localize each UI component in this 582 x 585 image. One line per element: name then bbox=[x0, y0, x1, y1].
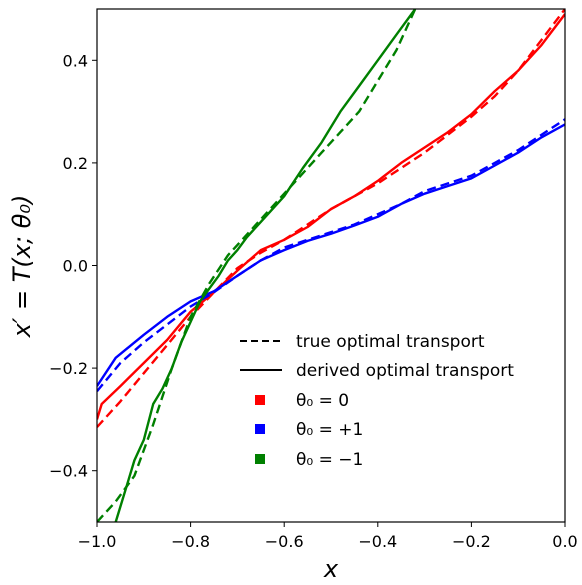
series-line-theta-plus-1-dashed bbox=[97, 118, 565, 392]
x-tick-label: −0.8 bbox=[171, 532, 210, 551]
legend-marker-theta-0 bbox=[255, 395, 265, 405]
x-axis: −1.0 −0.8 −0.6 −0.4 −0.2 0.0 bbox=[78, 522, 578, 551]
legend-label-derived-optimal-transport: derived optimal transport bbox=[296, 361, 514, 381]
y-axis-label: x′ = T(x; θ₀) bbox=[8, 195, 36, 339]
y-tick-label: 0.2 bbox=[63, 154, 88, 173]
x-axis-label: x bbox=[323, 555, 339, 583]
plot-frame bbox=[96, 8, 566, 523]
x-tick-label: −0.4 bbox=[358, 532, 397, 551]
legend-label-true-optimal-transport: true optimal transport bbox=[296, 332, 485, 352]
x-tick-label: −0.6 bbox=[265, 532, 304, 551]
x-tick-label: 0.0 bbox=[552, 532, 577, 551]
legend-label-theta-minus-1: θ₀ = −1 bbox=[296, 450, 363, 470]
y-tick-label: −0.2 bbox=[49, 359, 88, 378]
x-tick-label: −0.2 bbox=[452, 532, 491, 551]
legend-marker-theta-minus-1 bbox=[255, 454, 265, 464]
legend-marker-theta-plus-1 bbox=[255, 424, 265, 434]
x-tick-label: −1.0 bbox=[78, 532, 117, 551]
legend-label-theta-plus-1: θ₀ = +1 bbox=[296, 420, 363, 440]
series-line-theta-0-solid bbox=[97, 13, 565, 420]
series-line-theta-plus-1-solid bbox=[97, 123, 565, 387]
y-tick-label: −0.4 bbox=[49, 462, 88, 481]
series-line-theta-minus-1-dashed bbox=[97, 9, 417, 522]
series-line-theta-minus-1-solid bbox=[114, 9, 417, 522]
y-tick-label: 0.4 bbox=[63, 51, 88, 70]
y-tick-label: 0.0 bbox=[63, 257, 88, 276]
y-axis: −0.4 −0.2 0.0 0.2 0.4 bbox=[49, 51, 97, 481]
series-lines bbox=[97, 9, 565, 522]
legend: true optimal transport derived optimal t… bbox=[240, 332, 514, 470]
legend-label-theta-0: θ₀ = 0 bbox=[296, 391, 349, 411]
